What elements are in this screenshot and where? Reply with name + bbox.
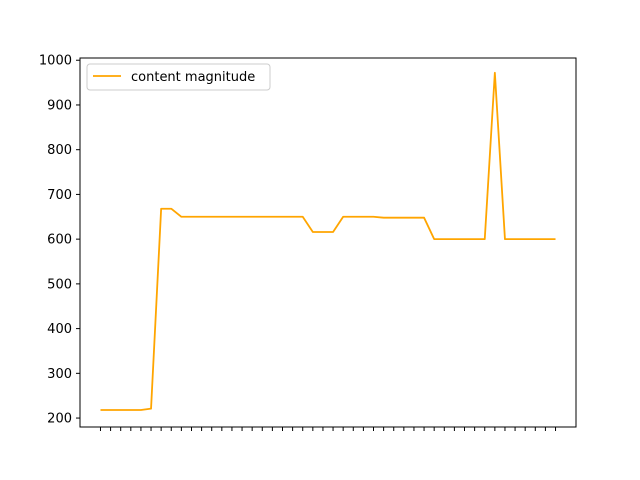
y-tick-label: 400 <box>47 322 72 337</box>
y-axis: 200 300 400 500 600 700 800 900 1000 <box>39 54 80 427</box>
legend: content magnitude <box>86 63 271 91</box>
y-tick-label: 900 <box>47 98 72 113</box>
y-tick-label: 1000 <box>39 54 72 69</box>
plot-area-border <box>79 57 577 428</box>
y-tick-label: 700 <box>47 188 72 203</box>
series-layer <box>100 71 556 411</box>
y-tick-label: 500 <box>47 277 72 292</box>
y-tick-label: 600 <box>47 233 72 248</box>
x-axis <box>99 427 557 431</box>
y-tick-label: 300 <box>47 367 72 382</box>
y-tick-label: 200 <box>47 412 72 427</box>
legend-box <box>86 63 271 91</box>
legend-label: content magnitude <box>131 70 255 85</box>
series-line <box>100 71 556 411</box>
y-tick-label: 800 <box>47 143 72 158</box>
axes-frame <box>79 57 577 428</box>
